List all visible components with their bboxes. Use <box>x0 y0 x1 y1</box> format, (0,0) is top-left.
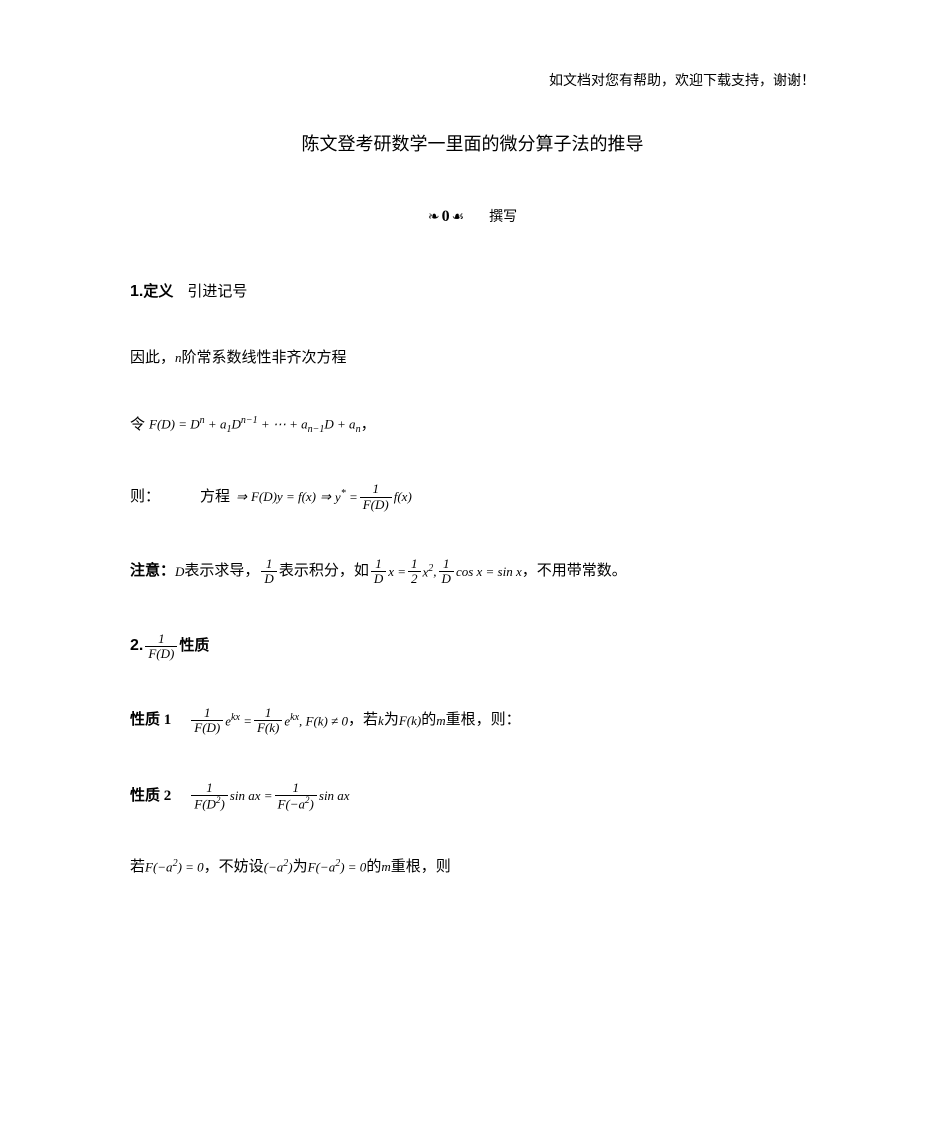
ystar: y* = <box>335 487 358 507</box>
prop2-cond-line: 若 F(−a2) = 0 ，不妨设 (−a2) 为 F(−a2) = 0 的 m… <box>130 857 815 878</box>
frac-den-fd-p1a: F(D) <box>191 720 223 735</box>
props-label: 性质 <box>179 636 209 657</box>
section-2-heading: 2. 1 F(D) 性质 <box>130 632 815 662</box>
fd-expression: F(D) = Dn + a1Dn−1 + ⋯ + an−1D + an <box>149 414 361 437</box>
frac-num-1i: 1 <box>289 781 302 795</box>
int-means: 表示积分，如 <box>279 561 369 582</box>
frac-1-over-d2: 1 D <box>371 557 386 587</box>
frac-den-fd2-p2a: F(D2) <box>191 795 228 812</box>
sep: , <box>433 563 436 581</box>
frac-den-d3: D <box>439 571 454 586</box>
fdy-eq: F(D)y = f(x) <box>251 488 316 506</box>
d-symbol: D <box>175 563 184 581</box>
section-2-num: 2. <box>130 635 143 657</box>
then-text: 则： <box>130 487 160 508</box>
frac-num-1d: 1 <box>440 557 453 571</box>
frac-num-1e: 1 <box>155 632 168 646</box>
page: 如文档对您有帮助，欢迎下载支持，谢谢！ 陈文登考研数学一里面的微分算子法的推导 … <box>0 0 945 1123</box>
no-const: ，不用带常数。 <box>522 561 627 582</box>
frac-1-over-fk: 1 F(k) <box>254 706 282 736</box>
main-title: 陈文登考研数学一里面的微分算子法的推导 <box>130 130 815 156</box>
frac-num-1h: 1 <box>203 781 216 795</box>
ekx-lhs: ekx = <box>225 711 252 731</box>
def-label: 定义 <box>143 282 173 303</box>
order-text: 阶常系数线性非齐次方程 <box>182 348 347 369</box>
frac-num-half: 1 <box>408 557 421 571</box>
x2: x2 <box>423 562 434 582</box>
frac-den-fk: F(k) <box>254 720 282 735</box>
of2-text: 的 <box>366 857 381 878</box>
cosx-eq: cos x = sin x <box>456 563 522 581</box>
note-line: 注意： D 表示求导， 1 D 表示积分，如 1 D x = 1 2 x2 , … <box>130 557 815 587</box>
fx: f(x) <box>394 488 412 506</box>
let-line: 令 F(D) = Dn + a1Dn−1 + ⋯ + an−1D + an ， <box>130 414 815 437</box>
frac-1-over-d: 1 D <box>261 557 276 587</box>
prop2-label: 性质 2 <box>130 786 171 807</box>
author-line: ❧0☙ 撰写 <box>130 206 815 226</box>
prop2-line: 性质 2 1 F(D2) sin ax = 1 F(−a2) sin ax <box>130 781 815 812</box>
na2-symbol: (−a2) <box>264 857 293 877</box>
frac-1-over-fd-heading: 1 F(D) <box>145 632 177 662</box>
frac-num-1: 1 <box>369 482 382 496</box>
of-text: 的 <box>421 710 436 731</box>
root-then-text: 重根，则： <box>446 710 521 731</box>
ekx-rhs: ekx, F(k) ≠ 0 <box>284 711 348 731</box>
arrow1: ⇒ <box>236 488 247 506</box>
author-label: 撰写 <box>489 210 517 225</box>
sinax-lhs: sin ax = <box>230 787 273 805</box>
intro-label: 引进记号 <box>187 282 247 303</box>
frac-den-d: D <box>261 571 276 586</box>
therefore-line: 因此， n 阶常系数线性非齐次方程 <box>130 348 815 369</box>
sinax-rhs: sin ax <box>319 787 350 805</box>
author-zero: 0 <box>442 208 452 225</box>
arrow2: ⇒ <box>320 488 331 506</box>
frac-num-1f: 1 <box>201 706 214 720</box>
equation-label: 方程 <box>200 487 230 508</box>
frac-den-fd2: F(D) <box>145 646 177 661</box>
is2-text: 为 <box>293 857 308 878</box>
frac-1-over-d3: 1 D <box>439 557 454 587</box>
if-text: ，若 <box>348 710 378 731</box>
assume-text: ，不妨设 <box>204 857 264 878</box>
then-line: 则： 方程 ⇒ F(D)y = f(x) ⇒ y* = 1 F(D) f(x) <box>130 482 815 512</box>
deco-right-icon: ☙ <box>452 210 467 225</box>
prop1-label: 性质 1 <box>130 710 171 731</box>
d-means: 表示求导， <box>184 561 259 582</box>
frac-num-1b: 1 <box>263 557 276 571</box>
frac-half: 1 2 <box>408 557 421 587</box>
frac-den-d2: D <box>371 571 386 586</box>
if2-text: 若 <box>130 857 145 878</box>
author-decoration: ❧0☙ <box>428 210 472 225</box>
frac-1-over-fna2: 1 F(−a2) <box>275 781 317 812</box>
note-label: 注意： <box>130 561 175 582</box>
comma: ， <box>361 415 376 436</box>
frac-1-over-fd: 1 F(D) <box>360 482 392 512</box>
m2-symbol: m <box>381 858 390 876</box>
fna2-eq0: F(−a2) = 0 <box>145 857 204 877</box>
frac-num-1c: 1 <box>372 557 385 571</box>
frac-den-fna2: F(−a2) <box>275 795 317 812</box>
fna2-eq0b: F(−a2) = 0 <box>308 857 367 877</box>
therefore-text: 因此， <box>130 348 175 369</box>
frac-1-over-fd-p1a: 1 F(D) <box>191 706 223 736</box>
x-eq: x = <box>388 563 406 581</box>
section-1-num: 1. <box>130 281 143 303</box>
section-1-heading: 1.定义 引进记号 <box>130 281 815 303</box>
fk-symbol: F(k) <box>399 712 421 730</box>
let-text: 令 <box>130 415 145 436</box>
header-note: 如文档对您有帮助，欢迎下载支持，谢谢！ <box>130 70 815 90</box>
frac-1-over-fd2-p2a: 1 F(D2) <box>191 781 228 812</box>
prop1-line: 性质 1 1 F(D) ekx = 1 F(k) ekx, F(k) ≠ 0 ，… <box>130 706 815 736</box>
frac-den-fd: F(D) <box>360 497 392 512</box>
frac-num-1g: 1 <box>262 706 275 720</box>
frac-den-2: 2 <box>408 571 421 586</box>
root-then2-text: 重根，则 <box>391 857 451 878</box>
is-text: 为 <box>384 710 399 731</box>
m-symbol: m <box>436 712 445 730</box>
deco-left-icon: ❧ <box>428 210 442 225</box>
